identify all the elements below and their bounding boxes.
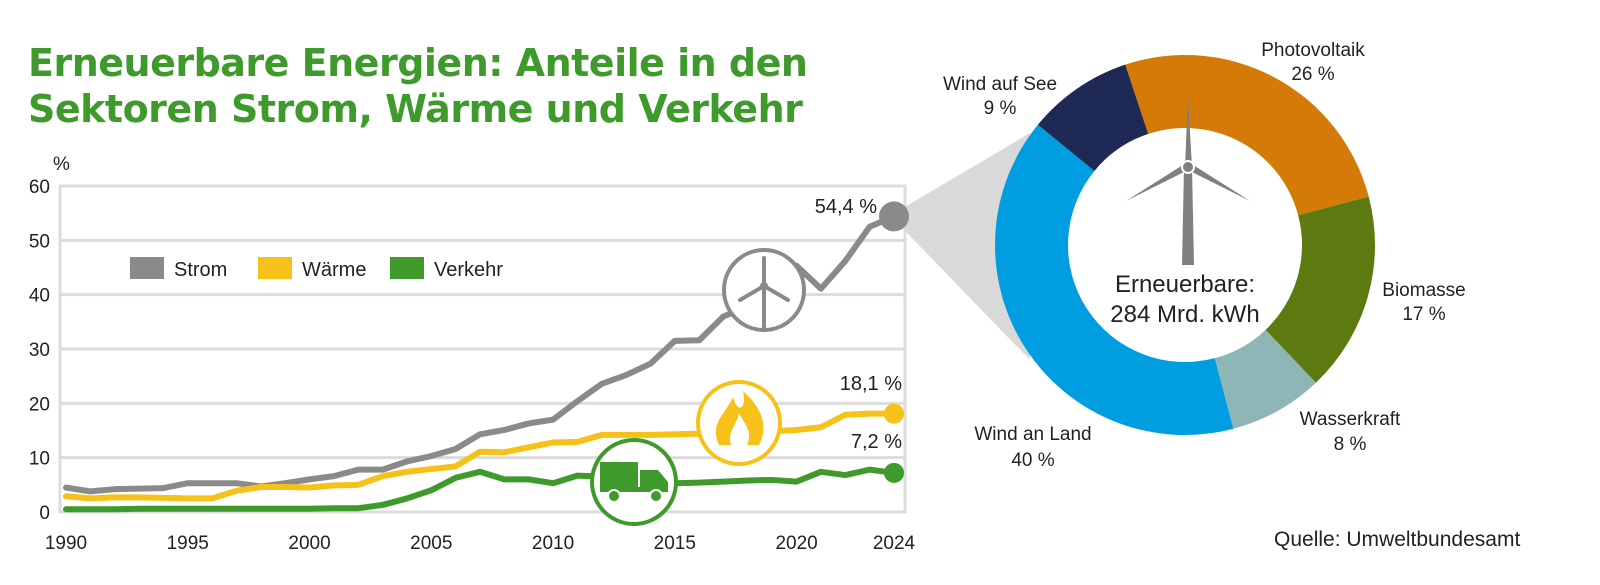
slice-label-name: Wind auf See [943,74,1057,95]
slice-label-value: 8 % [1334,434,1367,455]
y-axis-label: % [53,154,70,175]
chart-title-line-2: Sektoren Strom, Wärme und Verkehr [28,87,803,131]
donut-slice-biomasse [1265,196,1375,383]
slice-label-value: 26 % [1291,64,1334,85]
end-dot-verkehr [884,462,904,483]
legend-label: Verkehr [434,259,503,281]
truck-icon [590,438,678,526]
slice-label-value: 17 % [1402,304,1445,325]
x-tick-label: 2010 [532,533,574,554]
y-tick-label: 20 [29,394,50,415]
y-tick-label: 10 [29,449,50,470]
donut-center-label-line-1: Erneuerbare: [1115,271,1255,298]
x-tick-label: 1990 [45,533,87,554]
donut-slice-photovoltaik [1125,54,1369,216]
legend-swatch [390,257,424,279]
donut-center-label-line-2: 284 Mrd. kWh [1110,301,1259,328]
end-value-label: 54,4 % [815,196,877,218]
end-dot-wärme [884,403,904,424]
x-tick-label: 2024 [873,533,916,554]
end-dot-strom [879,201,909,232]
slice-label-name: Wind an Land [974,424,1091,445]
wind-turbine-icon [722,248,806,332]
legend-item-wärme: Wärme [258,257,366,281]
legend-swatch [130,257,164,279]
y-tick-label: 50 [29,231,50,252]
donut-slice-wasserkraft [1214,329,1316,429]
y-tick-label: 30 [29,340,50,361]
slice-label-name: Wasserkraft [1300,409,1401,430]
slice-label-name: Biomasse [1382,280,1465,301]
slice-label-value: 40 % [1011,450,1054,471]
center-wind-turbine-icon [1126,97,1250,265]
x-tick-label: 1995 [167,533,209,554]
legend-item-strom: Strom [130,257,227,281]
chart-title: Erneuerbare Energien: Anteile in den Sek… [28,40,848,132]
source-note: Quelle: Umweltbundesamt [1274,528,1521,551]
series-line-verkehr [63,466,897,513]
legend-label: Wärme [302,259,366,281]
x-tick-label: 2015 [654,533,696,554]
slice-label-value: 9 % [984,98,1017,119]
donut-slice-wind-an-land [994,124,1234,436]
legend-label: Strom [174,259,227,281]
flame-icon [696,380,782,466]
end-value-label: 7,2 % [851,431,902,453]
end-value-label: 18,1 % [840,373,902,395]
y-tick-label: 60 [29,177,50,198]
x-tick-label: 2000 [288,533,330,554]
x-tick-label: 2020 [775,533,817,554]
slice-label-name: Photovoltaik [1261,40,1365,61]
legend-swatch [258,257,292,279]
chart-title-line-1: Erneuerbare Energien: Anteile in den [28,41,808,85]
x-tick-label: 2005 [410,533,452,554]
callout-wedge [894,133,1030,360]
y-tick-label: 0 [39,503,50,524]
y-tick-label: 40 [29,286,50,307]
legend-item-verkehr: Verkehr [390,257,503,281]
donut-slice-wind-auf-see [1037,64,1149,171]
